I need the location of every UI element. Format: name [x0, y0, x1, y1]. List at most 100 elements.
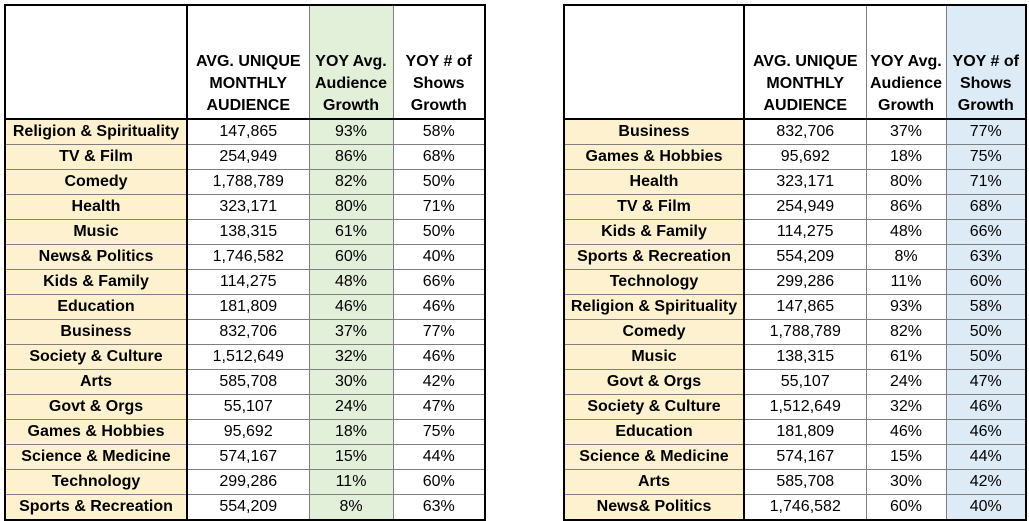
audience-cell[interactable]: 574,167 [743, 444, 867, 470]
category-cell[interactable]: Technology [563, 269, 745, 295]
shows-growth-cell[interactable]: 47% [945, 369, 1027, 395]
category-cell[interactable]: Arts [563, 469, 745, 495]
audience-growth-cell[interactable]: 30% [308, 369, 394, 395]
category-cell[interactable]: Games & Hobbies [4, 419, 188, 445]
shows-growth-cell[interactable]: 75% [392, 419, 486, 445]
audience-cell[interactable]: 1,746,582 [743, 494, 867, 521]
category-cell[interactable]: Music [4, 219, 188, 245]
audience-cell[interactable]: 138,315 [743, 344, 867, 370]
audience-growth-cell[interactable]: 86% [865, 194, 947, 220]
shows-growth-cell[interactable]: 46% [392, 344, 486, 370]
audience-growth-cell[interactable]: 48% [865, 219, 947, 245]
audience-growth-cell[interactable]: 11% [865, 269, 947, 295]
audience-growth-cell[interactable]: 18% [865, 144, 947, 170]
audience-growth-cell[interactable]: 37% [865, 118, 947, 145]
audience-growth-cell[interactable]: 15% [308, 444, 394, 470]
shows-growth-cell[interactable]: 71% [945, 169, 1027, 195]
header-cell[interactable]: YOY # of Shows Growth [392, 4, 486, 120]
audience-cell[interactable]: 254,949 [186, 144, 310, 170]
audience-cell[interactable]: 95,692 [743, 144, 867, 170]
audience-cell[interactable]: 299,286 [743, 269, 867, 295]
shows-growth-cell[interactable]: 66% [945, 219, 1027, 245]
shows-growth-cell[interactable]: 40% [945, 494, 1027, 521]
category-cell[interactable]: Education [4, 294, 188, 320]
shows-growth-cell[interactable]: 50% [392, 219, 486, 245]
shows-growth-cell[interactable]: 46% [945, 394, 1027, 420]
audience-growth-cell[interactable]: 82% [865, 319, 947, 345]
audience-growth-cell[interactable]: 80% [308, 194, 394, 220]
category-cell[interactable]: Sports & Recreation [563, 244, 745, 270]
category-cell[interactable]: Science & Medicine [4, 444, 188, 470]
audience-growth-cell[interactable]: 24% [308, 394, 394, 420]
audience-cell[interactable]: 1,746,582 [186, 244, 310, 270]
category-cell[interactable]: Comedy [4, 169, 188, 195]
audience-growth-cell[interactable]: 11% [308, 469, 394, 495]
audience-cell[interactable]: 114,275 [186, 269, 310, 295]
audience-growth-cell[interactable]: 61% [865, 344, 947, 370]
shows-growth-cell[interactable]: 46% [392, 294, 486, 320]
shows-growth-cell[interactable]: 50% [392, 169, 486, 195]
category-cell[interactable]: Arts [4, 369, 188, 395]
audience-growth-cell[interactable]: 60% [865, 494, 947, 521]
header-corner-cell[interactable] [4, 4, 188, 120]
audience-growth-cell[interactable]: 32% [865, 394, 947, 420]
shows-growth-cell[interactable]: 58% [945, 294, 1027, 320]
header-cell[interactable]: YOY # of Shows Growth [945, 4, 1027, 120]
category-cell[interactable]: Music [563, 344, 745, 370]
category-cell[interactable]: Business [4, 319, 188, 345]
audience-growth-cell[interactable]: 30% [865, 469, 947, 495]
shows-growth-cell[interactable]: 77% [392, 319, 486, 345]
audience-growth-cell[interactable]: 8% [308, 494, 394, 521]
shows-growth-cell[interactable]: 63% [392, 494, 486, 521]
category-cell[interactable]: Health [563, 169, 745, 195]
audience-growth-cell[interactable]: 82% [308, 169, 394, 195]
category-cell[interactable]: Comedy [563, 319, 745, 345]
audience-cell[interactable]: 554,209 [743, 244, 867, 270]
shows-growth-cell[interactable]: 44% [392, 444, 486, 470]
audience-cell[interactable]: 55,107 [743, 369, 867, 395]
shows-growth-cell[interactable]: 68% [945, 194, 1027, 220]
audience-growth-cell[interactable]: 93% [308, 118, 394, 145]
shows-growth-cell[interactable]: 42% [945, 469, 1027, 495]
audience-growth-cell[interactable]: 93% [865, 294, 947, 320]
shows-growth-cell[interactable]: 44% [945, 444, 1027, 470]
audience-cell[interactable]: 832,706 [186, 319, 310, 345]
audience-cell[interactable]: 181,809 [743, 419, 867, 445]
audience-cell[interactable]: 585,708 [743, 469, 867, 495]
category-cell[interactable]: Kids & Family [4, 269, 188, 295]
audience-growth-cell[interactable]: 46% [308, 294, 394, 320]
shows-growth-cell[interactable]: 58% [392, 118, 486, 145]
audience-growth-cell[interactable]: 48% [308, 269, 394, 295]
audience-cell[interactable]: 114,275 [743, 219, 867, 245]
category-cell[interactable]: Business [563, 118, 745, 145]
shows-growth-cell[interactable]: 46% [945, 419, 1027, 445]
header-cell[interactable]: YOY Avg. Audience Growth [308, 4, 394, 120]
audience-cell[interactable]: 299,286 [186, 469, 310, 495]
audience-cell[interactable]: 254,949 [743, 194, 867, 220]
shows-growth-cell[interactable]: 60% [392, 469, 486, 495]
audience-cell[interactable]: 1,512,649 [186, 344, 310, 370]
category-cell[interactable]: News& Politics [4, 244, 188, 270]
audience-cell[interactable]: 574,167 [186, 444, 310, 470]
category-cell[interactable]: Health [4, 194, 188, 220]
shows-growth-cell[interactable]: 50% [945, 319, 1027, 345]
audience-cell[interactable]: 832,706 [743, 118, 867, 145]
header-cell[interactable]: YOY Avg. Audience Growth [865, 4, 947, 120]
audience-cell[interactable]: 323,171 [743, 169, 867, 195]
audience-growth-cell[interactable]: 86% [308, 144, 394, 170]
shows-growth-cell[interactable]: 42% [392, 369, 486, 395]
category-cell[interactable]: Kids & Family [563, 219, 745, 245]
category-cell[interactable]: Religion & Spirituality [563, 294, 745, 320]
shows-growth-cell[interactable]: 50% [945, 344, 1027, 370]
shows-growth-cell[interactable]: 40% [392, 244, 486, 270]
category-cell[interactable]: Sports & Recreation [4, 494, 188, 521]
shows-growth-cell[interactable]: 47% [392, 394, 486, 420]
header-cell[interactable]: AVG. UNIQUE MONTHLY AUDIENCE [743, 4, 867, 120]
shows-growth-cell[interactable]: 60% [945, 269, 1027, 295]
audience-growth-cell[interactable]: 37% [308, 319, 394, 345]
audience-growth-cell[interactable]: 8% [865, 244, 947, 270]
audience-growth-cell[interactable]: 61% [308, 219, 394, 245]
category-cell[interactable]: Science & Medicine [563, 444, 745, 470]
category-cell[interactable]: Technology [4, 469, 188, 495]
audience-cell[interactable]: 181,809 [186, 294, 310, 320]
